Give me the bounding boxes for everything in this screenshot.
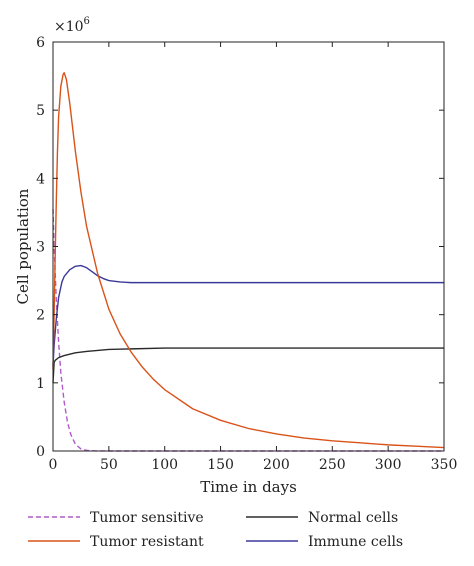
y-tick-label: 6 [36, 35, 45, 51]
x-tick-label: 300 [375, 457, 402, 473]
multiplier-base: ×10 [54, 19, 84, 35]
series-line-tumor-sensitive [52, 208, 444, 452]
y-tick-label: 1 [36, 376, 45, 392]
axes-box [52, 41, 445, 452]
y-tick-label: 3 [36, 240, 45, 256]
y-tick-label: 0 [36, 444, 45, 460]
multiplier-exponent: 6 [84, 16, 90, 27]
y-axis-title: Cell population [14, 188, 32, 304]
y-axis-multiplier: ×106 [54, 16, 90, 35]
x-tick-label: 100 [151, 457, 178, 473]
legend-label-tumor-sensitive: Tumor sensitive [90, 510, 204, 526]
legend-label-normal-cells: Normal cells [308, 510, 398, 526]
x-axis-title: Time in days [200, 478, 297, 496]
legend-label-immune-cells: Immune cells [308, 534, 403, 550]
x-tick-label: 150 [207, 457, 234, 473]
legend-label-tumor-resistant: Tumor resistant [90, 534, 204, 550]
legend: Tumor sensitive Tumor resistant Normal cel… [28, 510, 403, 550]
x-tick-label: 0 [49, 457, 58, 473]
y-tick-label: 4 [36, 171, 45, 187]
x-tick-label: 200 [263, 457, 290, 473]
x-tick-label: 350 [431, 457, 458, 473]
series-line-tumor-resistant [52, 71, 445, 449]
series-line-normal-cells [52, 347, 444, 383]
x-tick-label: 50 [100, 457, 118, 473]
y-tick-label: 5 [36, 103, 45, 119]
x-tick-label: 250 [319, 457, 346, 473]
axes: 0 50 100 150 200 250 300 350 0 1 2 3 4 5 6 [36, 35, 457, 473]
plot-area [52, 71, 445, 452]
y-tick-label: 2 [36, 308, 45, 324]
